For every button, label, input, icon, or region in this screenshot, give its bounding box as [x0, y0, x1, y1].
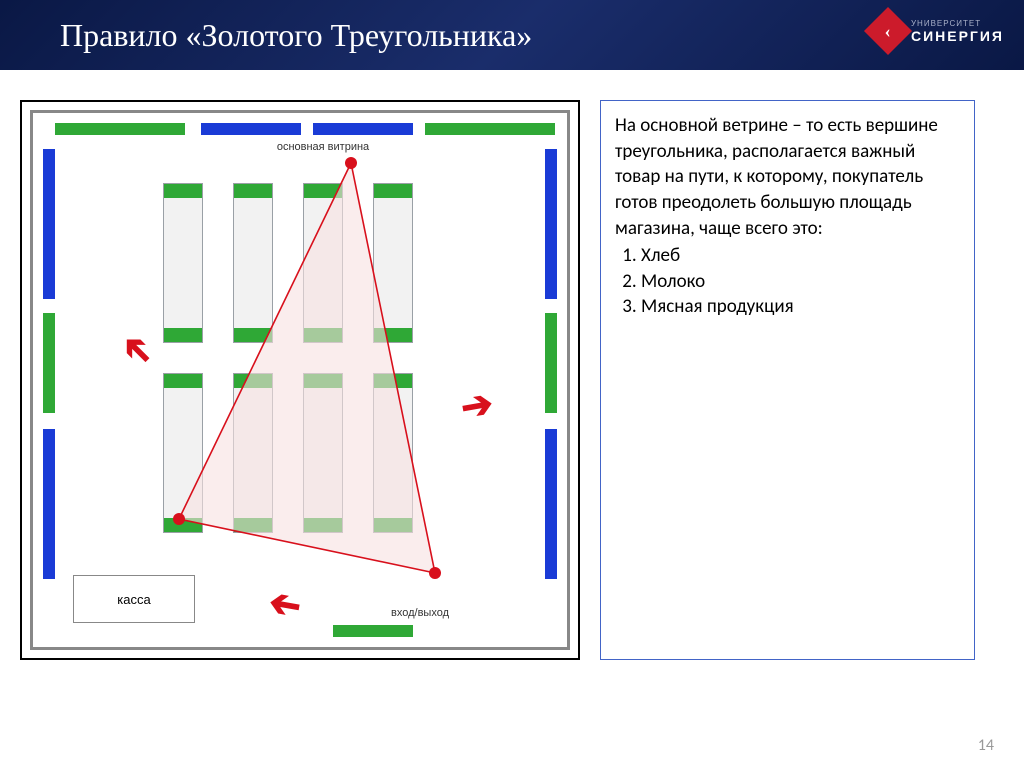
shelf — [303, 373, 343, 533]
cashier-box: касса — [73, 575, 195, 623]
flow-arrow-icon: ➔ — [110, 323, 164, 377]
perimeter-bar — [43, 149, 55, 299]
flow-arrow-icon: ➔ — [457, 381, 496, 431]
perimeter-bar — [425, 123, 555, 135]
shelf — [163, 373, 203, 533]
explanation-box: На основной ветрине – то есть вершине тр… — [600, 100, 975, 660]
perimeter-bar — [201, 123, 301, 135]
perimeter-bar — [43, 313, 55, 413]
perimeter-bar — [313, 123, 413, 135]
logo-brand: СИНЕРГИЯ — [911, 28, 1004, 44]
shelf — [373, 373, 413, 533]
list-item: Мясная продукция — [641, 294, 960, 320]
perimeter-bar — [545, 313, 557, 413]
product-list: ХлебМолокоМясная продукция — [641, 243, 960, 320]
logo-diamond-icon: ‹ — [864, 7, 912, 55]
flow-arrow-icon: ➔ — [265, 581, 304, 631]
label-entrance: вход/выход — [375, 607, 465, 619]
brand-logo: ‹ УНИВЕРСИТЕТ СИНЕРГИЯ — [871, 14, 1004, 48]
page-number: 14 — [978, 736, 994, 755]
perimeter-bar — [55, 123, 185, 135]
slide-title: Правило «Золотого Треугольника» — [60, 17, 532, 54]
perimeter-bar — [333, 625, 413, 637]
list-item: Хлеб — [641, 243, 960, 269]
logo-label: УНИВЕРСИТЕТ — [911, 19, 1004, 28]
perimeter-bar — [545, 429, 557, 579]
shelf — [233, 373, 273, 533]
shelf — [233, 183, 273, 343]
store-diagram: основная витрина касса вход/выход ➔ ➔ ➔ — [20, 100, 580, 660]
shelf — [163, 183, 203, 343]
perimeter-bar — [43, 429, 55, 579]
shelf — [303, 183, 343, 343]
shelf — [373, 183, 413, 343]
slide-header: Правило «Золотого Треугольника» ‹ УНИВЕР… — [0, 0, 1024, 70]
list-item: Молоко — [641, 269, 960, 295]
perimeter-bar — [545, 149, 557, 299]
label-main-display: основная витрина — [263, 141, 383, 153]
explanation-paragraph: На основной ветрине – то есть вершине тр… — [615, 113, 960, 241]
